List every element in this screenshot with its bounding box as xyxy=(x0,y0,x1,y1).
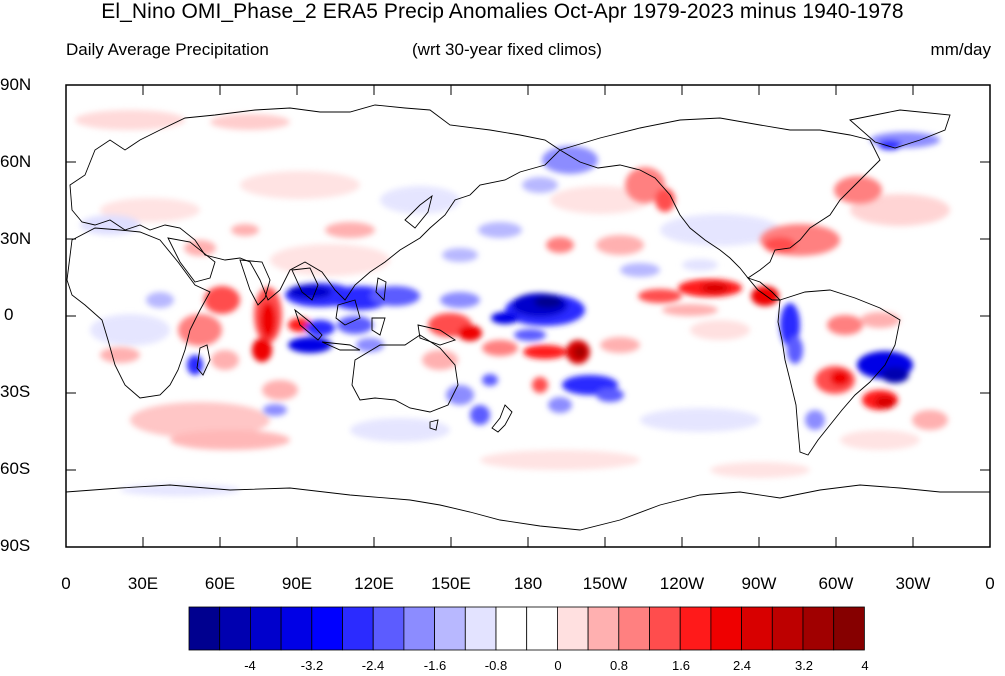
colorbar-swatch xyxy=(372,606,405,651)
lat-label-60n: 60N xyxy=(0,152,32,171)
lon-label-90e: 90E xyxy=(281,574,313,593)
colorbar-swatch xyxy=(464,606,497,651)
colorbar xyxy=(188,606,865,651)
coastlines xyxy=(65,104,990,531)
colorbar-swatch xyxy=(495,606,528,651)
lat-label-60s: 60S xyxy=(0,459,31,478)
colorbar-swatch xyxy=(710,606,743,651)
lon-ticks xyxy=(142,85,914,547)
lon-label-150e: 150E xyxy=(431,574,471,593)
colorbar-swatch xyxy=(618,606,650,651)
colorbar-swatch xyxy=(587,606,620,651)
lat-label-90s: 90S xyxy=(0,536,31,555)
colorbar-swatch xyxy=(557,606,589,651)
colorbar-label: 0 xyxy=(554,658,562,673)
variable-label: Daily Average Precipitation xyxy=(66,40,269,59)
lon-label-0: 0 xyxy=(61,574,71,593)
lon-label-90w: 90W xyxy=(741,574,777,593)
colorbar-swatch xyxy=(188,606,221,651)
lon-label-60w: 60W xyxy=(818,574,854,593)
colorbar-label: 2.4 xyxy=(732,658,752,673)
units-label: mm/day xyxy=(930,40,991,59)
lon-label-60e: 60E xyxy=(204,574,236,593)
colorbar-label: -2.4 xyxy=(361,658,385,673)
lon-label-120w: 120W xyxy=(659,574,705,593)
colorbar-swatch xyxy=(219,606,251,651)
colorbar-swatch xyxy=(342,606,374,651)
colorbar-swatch xyxy=(771,606,804,651)
anomaly-field xyxy=(75,110,950,496)
colorbar-label: 4 xyxy=(861,658,869,673)
lat-label-30n: 30N xyxy=(0,229,32,248)
colorbar-label: -3.2 xyxy=(300,658,324,673)
lat-label-90n: 90N xyxy=(0,75,32,94)
lon-label-0-east: 0 xyxy=(985,574,995,593)
lat-ticks xyxy=(66,84,990,548)
colorbar-swatch xyxy=(679,606,712,651)
colorbar-label: -4 xyxy=(244,658,256,673)
climatology-note: (wrt 30-year fixed climos) xyxy=(412,40,602,59)
map-title: El_Nino OMI_Phase_2 ERA5 Precip Anomalie… xyxy=(101,0,904,23)
lon-label-180: 180 xyxy=(513,574,543,593)
colorbar-swatch xyxy=(802,606,835,651)
colorbar-label: -1.6 xyxy=(423,658,447,673)
colorbar-label: 3.2 xyxy=(794,658,814,673)
colorbar-swatch xyxy=(403,606,435,651)
colorbar-label: -0.8 xyxy=(484,658,508,673)
colorbar-swatch xyxy=(311,606,343,651)
colorbar-swatch xyxy=(434,606,466,651)
colorbar-swatch xyxy=(280,606,313,651)
lon-label-120e: 120E xyxy=(354,574,394,593)
lat-label-equator: 0 xyxy=(4,305,14,324)
colorbar-swatch xyxy=(249,606,282,651)
colorbar-label: 1.6 xyxy=(671,658,691,673)
colorbar-label: 0.8 xyxy=(609,658,629,673)
lon-label-30e: 30E xyxy=(127,574,159,593)
colorbar-swatch xyxy=(833,606,865,651)
lon-label-30w: 30W xyxy=(895,574,931,593)
colorbar-swatch xyxy=(741,606,773,651)
colorbar-swatch xyxy=(649,606,681,651)
colorbar-swatch xyxy=(526,606,558,651)
lon-label-150w: 150W xyxy=(582,574,628,593)
lat-label-30s: 30S xyxy=(0,382,31,401)
